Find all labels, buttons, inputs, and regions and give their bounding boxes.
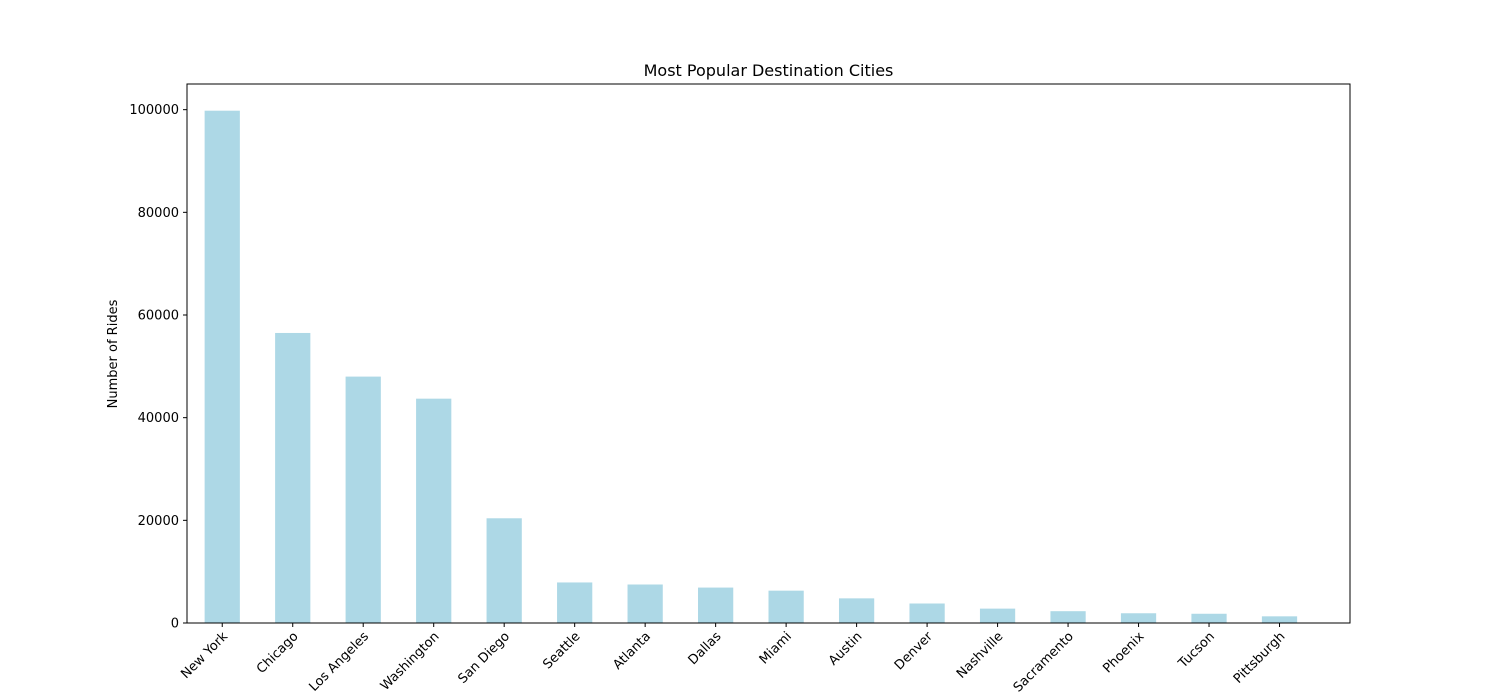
x-tick-label: San Diego xyxy=(455,629,513,687)
x-tick-label: Sacramento xyxy=(1011,629,1077,695)
bar-dallas xyxy=(698,587,734,623)
y-tick-label: 60000 xyxy=(138,309,179,324)
bar-nashville xyxy=(979,608,1016,623)
bar-washington xyxy=(416,398,452,623)
bar-phoenix xyxy=(1120,613,1157,623)
y-axis-label: Number of Rides xyxy=(106,299,121,408)
x-tick-label: Tucson xyxy=(1175,629,1218,672)
y-tick-label: 100000 xyxy=(129,103,179,118)
bar-chicago xyxy=(275,332,311,623)
bars-group xyxy=(204,110,1298,623)
bar-pittsburgh xyxy=(1261,616,1298,623)
x-tick-label: Washington xyxy=(378,629,443,694)
x-tick-label: Phoenix xyxy=(1100,629,1147,676)
bar-tucson xyxy=(1191,613,1227,623)
y-tick-label: 0 xyxy=(171,617,179,632)
x-tick-label: Chicago xyxy=(254,629,302,677)
bar-sacramento xyxy=(1050,611,1086,623)
y-tick-label: 20000 xyxy=(138,514,179,529)
plot-frame xyxy=(186,83,1351,624)
x-tick-label: Denver xyxy=(892,629,937,674)
bar-san-diego xyxy=(486,518,522,623)
x-tick-label: Austin xyxy=(826,629,865,668)
x-tick-label: Pittsburgh xyxy=(1231,629,1288,686)
y-tick-label: 80000 xyxy=(138,206,179,221)
x-tick-label: Atlanta xyxy=(610,629,654,673)
x-tick-label: Dallas xyxy=(686,629,725,668)
bar-los-angeles xyxy=(345,376,381,623)
x-tick-label: Los Angeles xyxy=(307,629,373,695)
bar-miami xyxy=(768,590,804,623)
y-axis: 0 20000 40000 60000 80000 100000 xyxy=(129,103,187,632)
chart-title: Most Popular Destination Cities xyxy=(644,61,894,80)
bar-denver xyxy=(909,603,945,623)
x-tick-label: Nashville xyxy=(954,629,1006,681)
bar-atlanta xyxy=(627,584,663,623)
x-tick-label: Seattle xyxy=(540,629,583,672)
x-axis: New York Chicago Los Angeles Washington San … xyxy=(178,623,1288,695)
y-tick-label: 40000 xyxy=(138,411,179,426)
bar-austin xyxy=(838,598,875,623)
bar-new-york xyxy=(204,110,240,623)
bar-seattle xyxy=(557,582,593,623)
x-tick-label: New York xyxy=(178,629,231,682)
x-tick-label: Miami xyxy=(757,629,795,667)
